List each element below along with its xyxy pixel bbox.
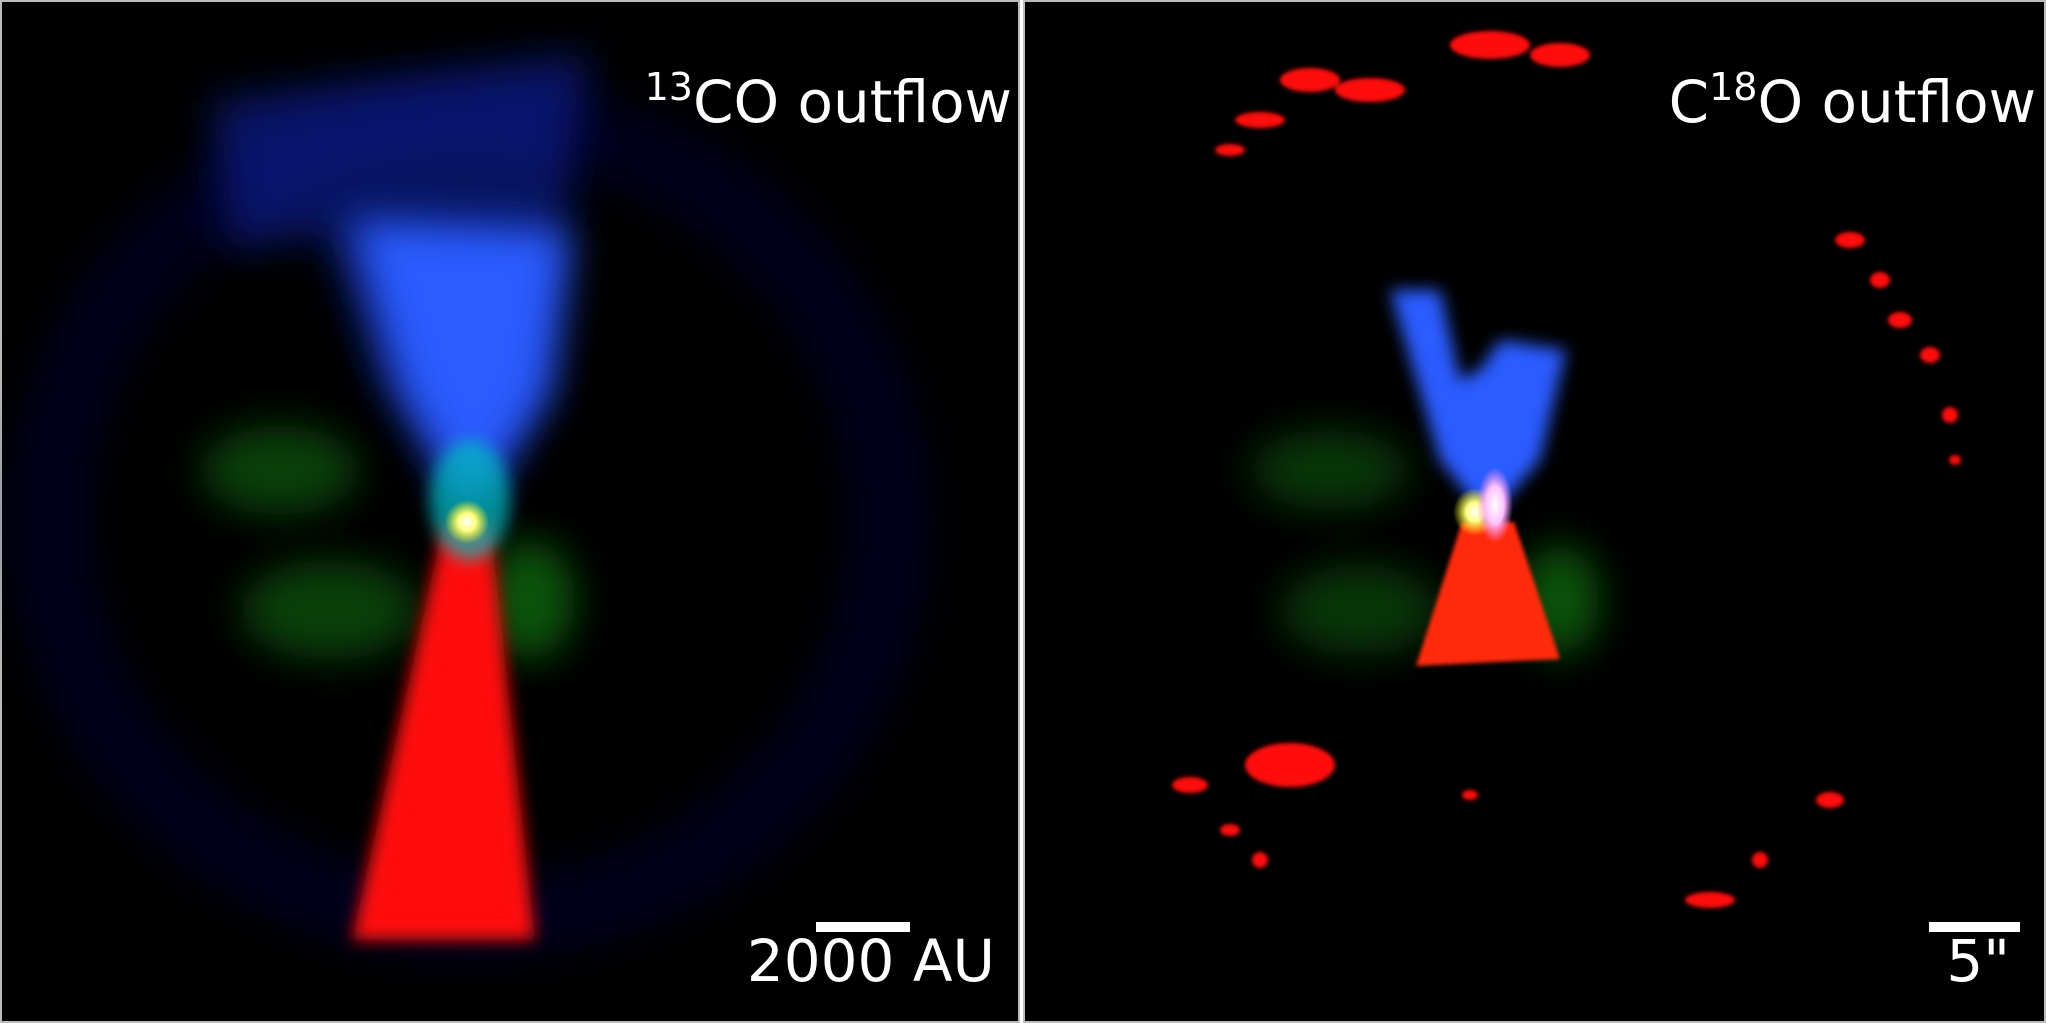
panel-right: C18O outflow 5": [1023, 0, 2046, 1023]
panel-left: 13CO outflow 2000 AU: [0, 0, 1020, 1023]
panel-title: 13CO outflow: [645, 65, 1012, 136]
red-speckles: [1172, 31, 1961, 908]
panel-title: C18O outflow: [1669, 65, 2036, 136]
title-text: O outflow: [1757, 68, 2036, 136]
scale-bar-label: 5": [1946, 927, 2010, 995]
title-text: C: [1669, 68, 1710, 136]
superscript: 18: [1709, 65, 1757, 109]
superscript: 13: [645, 65, 693, 109]
title-text: CO outflow: [693, 68, 1012, 136]
scale-bar-label: 2000 AU: [747, 927, 995, 995]
